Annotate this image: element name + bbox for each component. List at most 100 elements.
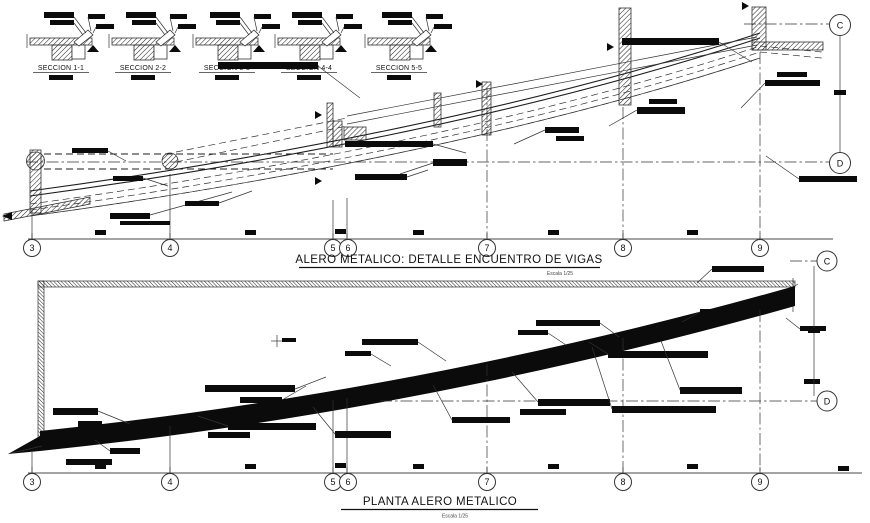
- bracket-hatch: [343, 126, 367, 141]
- redaction-bar: [612, 406, 716, 413]
- column-hatch: [433, 92, 442, 128]
- leader-line: [94, 439, 111, 452]
- redaction-bar: [556, 136, 584, 141]
- redaction-bar: [712, 266, 764, 272]
- section-detail-figure-2: [108, 11, 197, 61]
- dim-value-blob: [687, 230, 698, 235]
- redaction-bar: [113, 176, 143, 181]
- redaction-bar: [355, 174, 407, 180]
- dim-value-blob: [95, 230, 106, 235]
- scale-bar: [49, 75, 73, 80]
- column-hatch: [481, 81, 492, 136]
- leader-line: [294, 376, 327, 390]
- redaction-bar: [78, 421, 102, 427]
- dim-value-blob: [413, 464, 424, 469]
- dim-value-blob: [335, 463, 346, 468]
- dim-value-blob: [687, 464, 698, 469]
- pipe-node: [26, 151, 45, 171]
- redaction-bar: [608, 351, 708, 358]
- redaction-bar: [649, 99, 677, 104]
- leader-line: [399, 162, 434, 175]
- redaction-bar: [520, 409, 566, 415]
- section-label-1: SECCION 1-1: [33, 65, 89, 80]
- plan-grid-lines: [31, 260, 817, 473]
- grid-bubble-6: 6: [339, 473, 357, 491]
- arrow-icon: [607, 43, 614, 51]
- elevation-drawing: 3 4 5 6 7 8 9 C D ALERO METALICO: DETALL…: [2, 2, 857, 277]
- redaction-bar: [700, 309, 744, 315]
- beam-structure: [29, 32, 823, 217]
- leader-line: [681, 311, 701, 323]
- svg-text:9: 9: [757, 243, 762, 253]
- redaction-bar: [218, 62, 318, 69]
- arrow-icon: [2, 212, 12, 220]
- beam-lattice: [29, 57, 761, 217]
- dim-value-blob: [95, 464, 106, 469]
- columns-and-supports: [2, 2, 824, 222]
- arrow-icon: [476, 80, 483, 88]
- svg-text:3: 3: [29, 243, 34, 253]
- leader-line: [718, 41, 753, 63]
- svg-text:D: D: [837, 159, 844, 169]
- redaction-bar: [110, 213, 150, 219]
- redaction-bar: [637, 107, 685, 114]
- redaction-bar: [777, 72, 807, 77]
- leader-line: [197, 415, 229, 427]
- top-border-hatch: [37, 280, 796, 288]
- grid-bubble-c: C: [829, 14, 851, 36]
- beam-lattice: [29, 51, 761, 211]
- drawing-title: PLANTA ALERO METALICO: [363, 496, 517, 508]
- grid-bubble-d: D: [829, 152, 851, 174]
- redaction-bar: [53, 408, 98, 415]
- grid-bubble-c: C: [816, 250, 838, 272]
- dim-value-blob: [548, 464, 559, 469]
- leader-line: [765, 155, 800, 180]
- leader-line: [417, 341, 447, 362]
- dim-value-blob: [548, 230, 559, 235]
- scale-bar: [131, 75, 155, 80]
- dim-value-blob: [245, 230, 256, 235]
- dim-value-blob: [335, 229, 346, 234]
- grid-bubble-8: 8: [614, 239, 632, 257]
- svg-text:6: 6: [345, 243, 350, 253]
- section-detail-figure-5: [364, 11, 453, 61]
- leader-line: [142, 177, 169, 187]
- redaction-bar: [228, 423, 316, 430]
- eave-band-tail: [8, 436, 40, 454]
- plan-drawing: 3 4 5 6 7 8 9 C D PLANTA ALERO METALICO …: [8, 250, 862, 520]
- arrow-icon: [315, 111, 322, 119]
- leader-line: [599, 322, 620, 338]
- centerlines: [26, 23, 829, 170]
- leader-line: [740, 82, 766, 109]
- leader-line: [406, 169, 429, 178]
- redaction-bar: [622, 38, 719, 45]
- redaction-bar: [680, 387, 742, 394]
- dim-value-blob: [834, 90, 846, 95]
- section-detail-figure-4: [274, 11, 363, 61]
- pipe-node: [161, 152, 179, 170]
- leader-line: [370, 353, 392, 367]
- grid-bubble-3: 3: [23, 239, 41, 257]
- arrow-icon: [742, 2, 749, 10]
- scale-bar: [215, 75, 239, 80]
- redaction-bar: [345, 141, 433, 147]
- svg-text:7: 7: [484, 477, 489, 487]
- redaction-bar: [240, 397, 282, 403]
- redaction-bar: [208, 432, 250, 438]
- svg-text:8: 8: [620, 243, 625, 253]
- tail-line: [11, 445, 43, 454]
- leader-line: [513, 129, 546, 145]
- dim-value-blob: [245, 464, 256, 469]
- sections-row: SECCION 1-1 SECCION 2-2 SECCION 3-3 SECC…: [26, 11, 453, 80]
- redaction-bar: [120, 221, 170, 225]
- redaction-bar: [765, 80, 820, 86]
- upper-tube-line: [346, 36, 758, 117]
- redaction-bar: [545, 127, 579, 133]
- left-border-hatch: [37, 280, 45, 450]
- leader-line: [107, 150, 127, 162]
- leader-line: [317, 65, 361, 99]
- dimension-line-elevation: [28, 229, 833, 245]
- dim-value-blob: [838, 466, 849, 471]
- leader-line: [696, 268, 713, 284]
